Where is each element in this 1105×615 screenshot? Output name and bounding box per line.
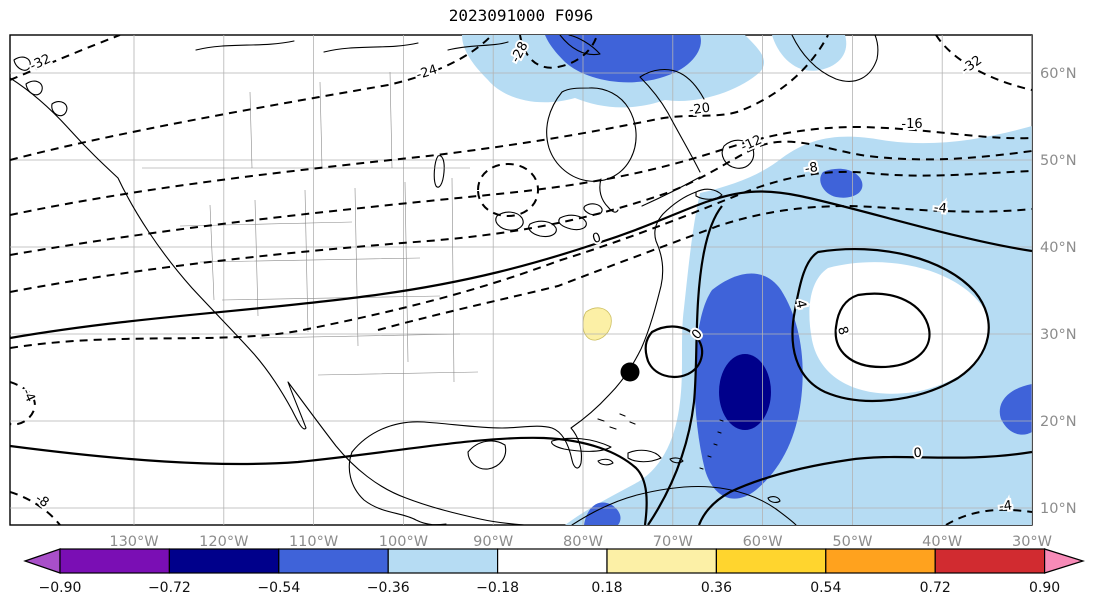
contour-neg12 [10,140,1032,293]
contour-neg8-southwest [10,491,61,525]
st-lawrence [641,176,701,207]
lon-tick-label: 90°W [473,534,513,550]
longitude-tick-labels: 130°W 120°W 110°W 100°W 90°W 80°W 70°W 60°W 50°W… [109,534,1052,550]
greenland-coast [791,35,879,82]
northern-royal-blue-core [545,35,701,83]
lat-tick-label: 60°N [1040,66,1077,82]
contour-zero-small-closed [644,325,704,378]
colorbar-segment [59,548,171,574]
caribbean-islands [551,413,724,470]
contour-neg28 [519,35,598,69]
colorbar-segment [934,548,1046,574]
colorbar-tick-label: 0.54 [810,580,841,596]
contour-label: 0 [913,446,922,462]
latlon-gridlines [10,35,1032,525]
newfoundland [721,139,755,169]
contour-label: -8 [804,160,819,177]
contour-label: -20 [688,101,711,119]
contour-plus4-closed [791,247,990,402]
colorbar-tick-label: −0.90 [39,580,82,596]
lon-tick-label: 80°W [563,534,603,550]
state-province-borders [142,71,479,383]
colorbar-segment [825,548,936,574]
nova-scotia [695,188,723,200]
lon-tick-label: 120°W [199,534,248,550]
colorbar-tick-label: −0.18 [476,580,519,596]
lat-tick-label: 10°N [1040,501,1077,517]
contour-neg4-southeast [945,508,1032,525]
hudson-bay [546,87,637,213]
gulf-and-east-coast [351,191,697,469]
contour-zero-main [10,190,1032,340]
lon-tick-label: 130°W [109,534,158,550]
colorbar-segment [387,548,499,574]
contour-neg20 [10,35,829,216]
lat-tick-label: 50°N [1040,153,1077,169]
contour-neg32-west [10,35,121,81]
contour-zero-south-east [697,450,1032,525]
storm-position-dot [620,362,640,382]
central-america-coast [348,451,447,525]
contour-label: -4 [998,498,1013,514]
contour-zero-trough [647,205,723,525]
latitude-tick-labels: 60°N 50°N 40°N 30°N 20°N 10°N [1040,66,1077,517]
contour-neg8 [10,170,1032,349]
political-borders [142,71,479,383]
colorbar-tick-labels: −0.90 −0.72 −0.54 −0.36 −0.18 0.18 0.36 0.54 0.7… [39,580,1061,596]
colorbar-tick-label: 0.72 [920,580,951,596]
contour-label: -4 [933,200,947,216]
navy-anomaly-core [719,354,771,430]
contour-plus8-closed [834,292,931,369]
lon-tick-label: 30°W [1012,534,1052,550]
lon-tick-label: 50°W [832,534,872,550]
contour-neg16 [10,125,1032,256]
colorbar-segment [278,548,389,574]
lat-tick-label: 20°N [1040,414,1077,430]
lon-tick-label: 110°W [289,534,338,550]
alaska-islands [13,56,68,117]
great-lakes [433,155,603,238]
colorbar-tick-label: 0.18 [591,580,622,596]
solid-positive-contours [10,190,1032,525]
lon-tick-label: 70°W [653,534,693,550]
colorbar [23,548,1086,574]
coastlines [10,35,879,525]
contour-label: -16 [901,117,922,132]
south-america-coast [571,485,797,525]
labrador-sea-royal-patch [820,168,863,198]
colorbar-tick-label: 0.36 [701,580,732,596]
dashed-negative-contours [10,35,1032,525]
colorbar-left-arrow [23,548,61,574]
pacific-coast [10,77,525,525]
colorbar-segment [497,548,608,574]
colorbar-segment [606,548,718,574]
right-edge-royal-patch [999,384,1032,435]
contour-zero-south-west [10,436,648,525]
storm-position-marker [620,362,640,382]
colorbar-segment [168,548,280,574]
labrador-coast [639,68,705,173]
colorbar-segment [715,548,827,574]
colorbar-tick-label: −0.36 [367,580,410,596]
lon-tick-label: 100°W [379,534,428,550]
greenland-light-blue-region [772,35,847,71]
colorbar-tick-label: −0.72 [148,580,191,596]
contour-neg32-east [935,35,1032,91]
contour-neg4-west-loop [10,381,36,426]
chart-title: 2023091000 F096 [449,6,594,25]
lat-tick-label: 30°N [1040,327,1077,343]
lon-tick-label: 40°W [922,534,962,550]
contour-closed-low [476,162,540,218]
colorbar-tick-label: −0.54 [257,580,300,596]
lon-tick-label: 60°W [743,534,783,550]
lat-tick-label: 40°N [1040,240,1077,256]
contour-neg4 [377,204,1032,331]
arctic-coast [195,35,601,56]
colorbar-right-arrow [1043,548,1086,574]
yucatan [467,440,507,470]
contour-neg24 [10,35,493,161]
colorbar-tick-label: 0.90 [1029,580,1060,596]
